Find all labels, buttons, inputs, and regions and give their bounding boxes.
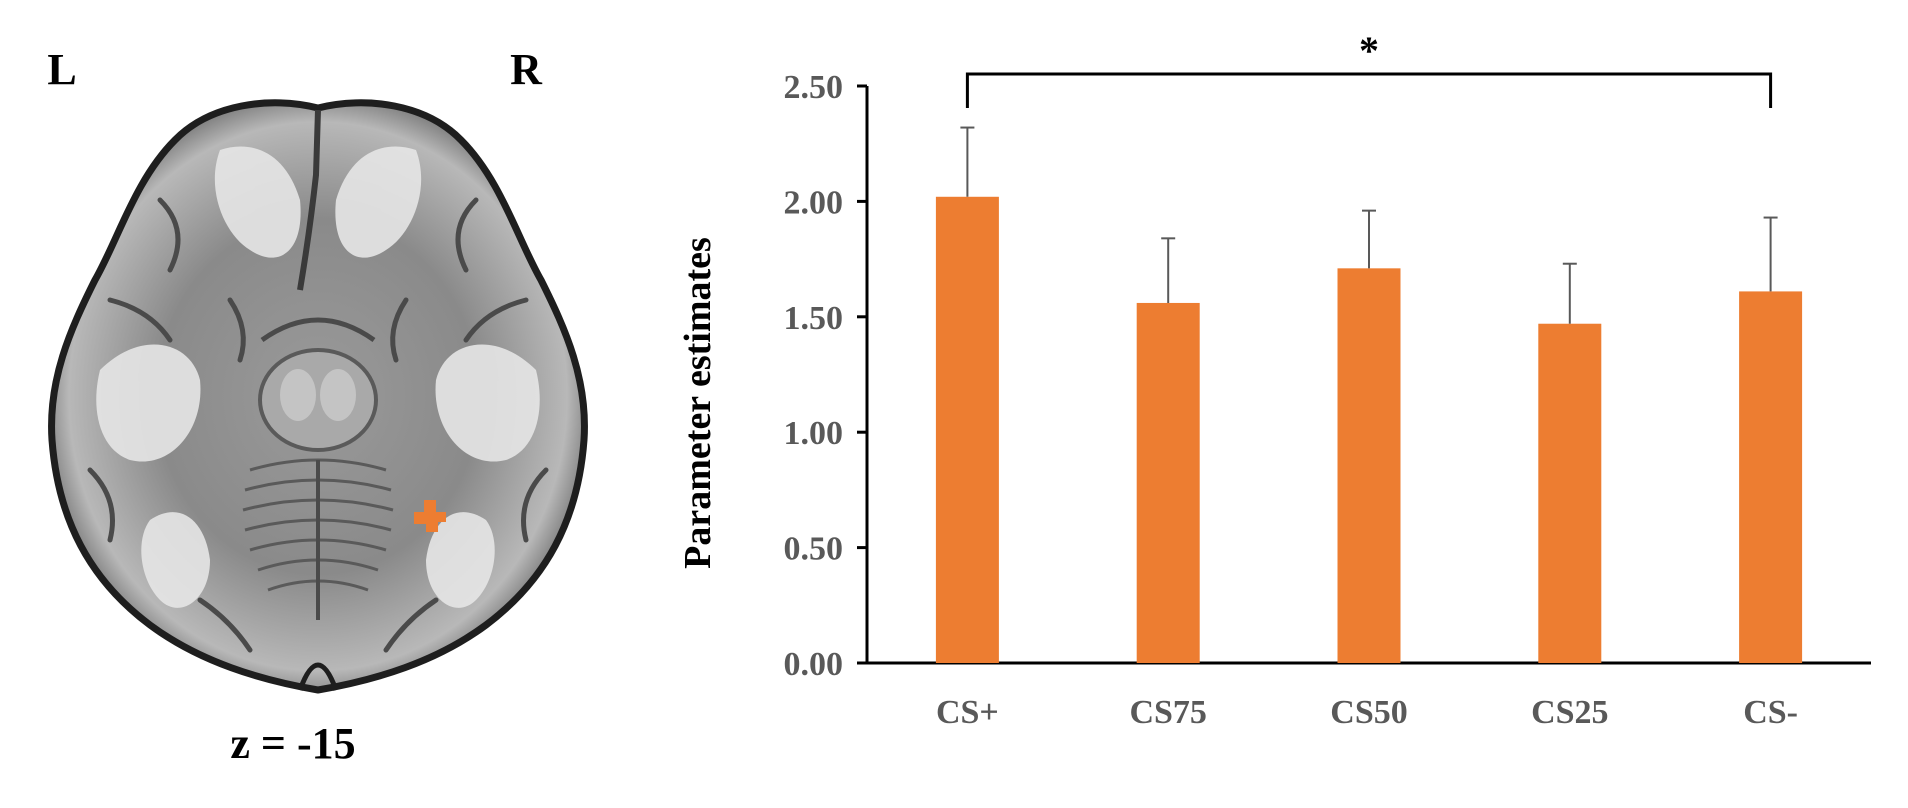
y-tick-label: 0.50: [784, 531, 844, 568]
brain-panel: L R: [47, 45, 588, 768]
y-tick-label: 1.00: [784, 415, 844, 452]
brain-cerebellum: [242, 458, 394, 620]
brain-sulci: [87, 197, 549, 653]
slice-coordinate-label: z = -15: [230, 719, 355, 768]
y-tick-label: 2.00: [784, 184, 844, 221]
significance-bracket: *: [965, 28, 1773, 108]
significance-line: [965, 72, 1773, 108]
x-tick-label: CS75: [1129, 694, 1206, 731]
y-axis-title: Parameter estimates: [677, 237, 719, 569]
bar-0: [935, 196, 999, 663]
y-tick-label: 2.50: [784, 69, 844, 106]
bars: [935, 126, 1803, 663]
bar-2: [1337, 268, 1401, 663]
x-tick-label: CS-: [1743, 694, 1798, 731]
bar-1: [1136, 302, 1200, 663]
y-tick-label: 1.50: [784, 300, 844, 337]
y-tick-label: 0.00: [784, 646, 844, 683]
significance-marker: *: [1359, 28, 1379, 73]
x-tick-label: CS50: [1330, 694, 1407, 731]
x-axis-ticks: CS+ CS75 CS50 CS25 CS-: [936, 694, 1798, 731]
y-axis-ticks: 0.00 0.50 1.00 1.50 2.00 2.50: [784, 69, 867, 683]
bar-chart: Parameter estimates 0.00 0.50 1.00 1.50 2.00…: [677, 28, 1871, 731]
x-tick-label: CS+: [936, 694, 999, 731]
x-tick-label: CS25: [1531, 694, 1608, 731]
bar-3: [1538, 323, 1602, 663]
brain-slice-image: [48, 99, 588, 694]
brain-midline-fissure: [297, 109, 321, 291]
bar-4: [1739, 291, 1803, 663]
brain-white-matter: [96, 146, 540, 608]
right-hemisphere-label: R: [510, 45, 543, 94]
brain-midbrain: [258, 317, 378, 452]
brain-occipital-notch: [297, 662, 339, 691]
left-hemisphere-label: L: [47, 45, 76, 94]
activation-cluster: [414, 500, 446, 532]
